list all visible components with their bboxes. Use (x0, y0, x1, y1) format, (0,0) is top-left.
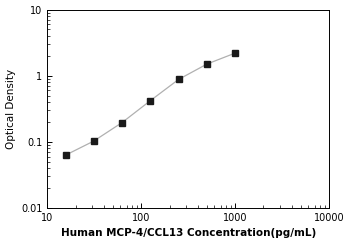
Y-axis label: Optical Density: Optical Density (6, 69, 15, 149)
X-axis label: Human MCP-4/CCL13 Concentration(pg/mL): Human MCP-4/CCL13 Concentration(pg/mL) (61, 228, 316, 238)
